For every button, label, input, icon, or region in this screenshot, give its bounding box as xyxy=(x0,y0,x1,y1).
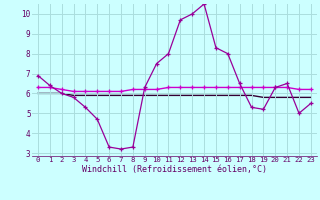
X-axis label: Windchill (Refroidissement éolien,°C): Windchill (Refroidissement éolien,°C) xyxy=(82,165,267,174)
